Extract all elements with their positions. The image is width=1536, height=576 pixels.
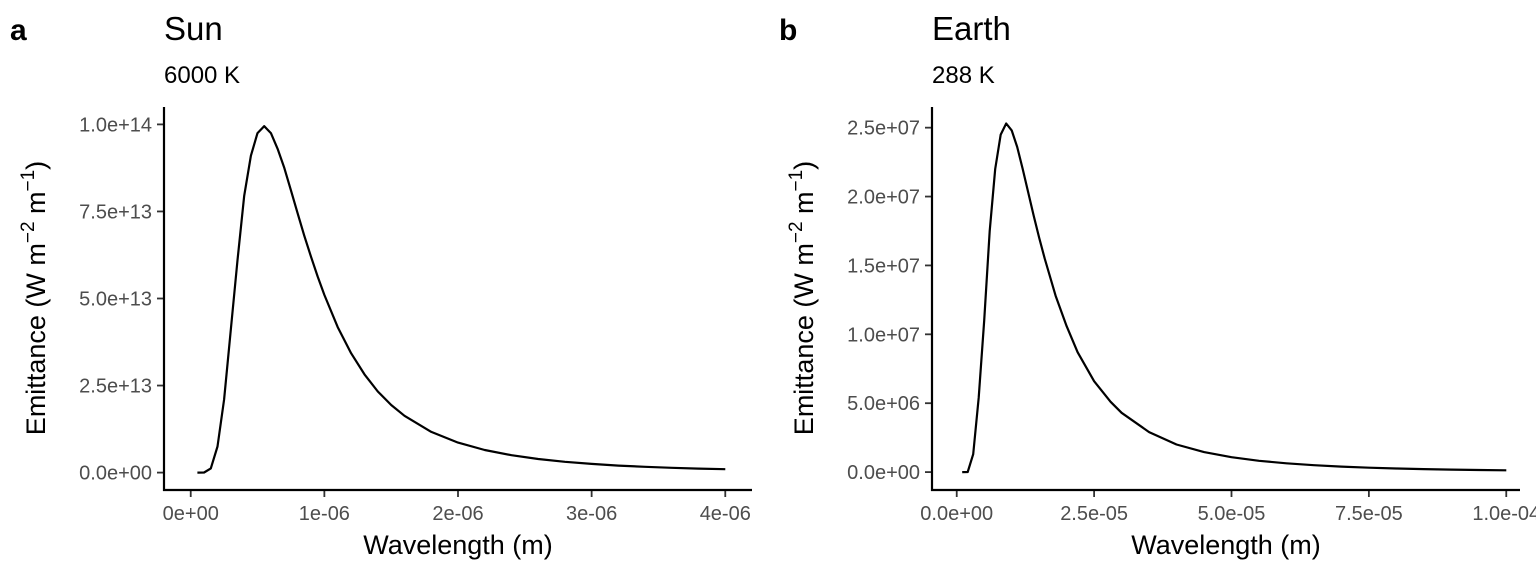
y-tick-label: 1.0e+14 xyxy=(79,114,152,136)
emittance-curve xyxy=(962,122,1507,474)
panel-b: b Earth 288 K 0.0e+00 2.5e-05 5.0e-05 7.5e-… xyxy=(779,10,1536,560)
y-axis-title-unit: m xyxy=(21,191,51,221)
y-axis-ticks: 0.0e+00 2.5e+13 5.0e+13 7.5e+13 1.0e+14 xyxy=(79,114,164,485)
x-axis-ticks: 0.0e+00 2.5e-05 5.0e-05 7.5e-05 1.0e-04 xyxy=(920,490,1536,525)
y-tick-label: 0.0e+00 xyxy=(847,462,920,484)
y-tick-label: 7.5e+13 xyxy=(79,201,152,223)
x-tick-label: 3e-06 xyxy=(566,503,617,525)
y-axis-title: Emittance (W m−2 m−1) xyxy=(18,161,51,435)
x-tick-label: 1e-06 xyxy=(299,503,350,525)
panel-subtitle: 6000 K xyxy=(164,62,240,89)
y-tick-label: 2.5e+13 xyxy=(79,376,152,398)
y-tick-label: 5.0e+13 xyxy=(79,289,152,311)
x-axis-title: Wavelength (m) xyxy=(363,530,553,560)
panel-tag: b xyxy=(779,14,797,47)
x-tick-label: 4e-06 xyxy=(700,503,751,525)
y-tick-label: 2.5e+07 xyxy=(847,118,920,140)
panel-subtitle: 288 K xyxy=(932,62,995,89)
panel-title: Earth xyxy=(932,10,1011,47)
x-tick-label: 7.5e-05 xyxy=(1335,503,1403,525)
y-axis-title: Emittance (W m−2 m−1) xyxy=(786,161,819,435)
y-tick-label: 5.0e+06 xyxy=(847,393,920,415)
x-tick-label: 5.0e-05 xyxy=(1198,503,1266,525)
y-axis-title-close: ) xyxy=(21,161,51,170)
x-tick-label: 2.5e-05 xyxy=(1060,503,1128,525)
panel-title: Sun xyxy=(164,10,223,47)
y-axis-title-close: ) xyxy=(789,161,819,170)
y-axis-title-main: Emittance (W m xyxy=(789,243,819,435)
y-axis-title-exp-1: −2 xyxy=(786,221,807,243)
x-axis-ticks: 0e+00 1e-06 2e-06 3e-06 4e-06 xyxy=(163,490,751,525)
y-axis-title-unit: m xyxy=(789,191,819,221)
y-axis-ticks: 0.0e+00 5.0e+06 1.0e+07 1.5e+07 2.0e+07 2.5e+… xyxy=(847,118,932,484)
panel-a: a Sun 6000 K 0e+00 1e-06 2e-06 3e-06 4e-06 0… xyxy=(10,10,752,560)
y-tick-label: 1.0e+07 xyxy=(847,324,920,346)
y-axis-title-main: Emittance (W m xyxy=(21,243,51,435)
y-tick-label: 2.0e+07 xyxy=(847,187,920,209)
y-tick-label: 0.0e+00 xyxy=(79,463,152,485)
x-tick-label: 0.0e+00 xyxy=(920,503,993,525)
y-axis-title-exp-2: −1 xyxy=(786,170,807,192)
y-tick-label: 1.5e+07 xyxy=(847,255,920,277)
x-tick-label: 0e+00 xyxy=(163,503,219,525)
y-axis-title-exp-1: −2 xyxy=(18,221,39,243)
emittance-curve xyxy=(197,125,726,474)
panel-tag: a xyxy=(10,14,27,47)
y-axis-title-exp-2: −1 xyxy=(18,170,39,192)
x-axis-title: Wavelength (m) xyxy=(1131,530,1321,560)
x-tick-label: 1.0e-04 xyxy=(1472,503,1536,525)
x-tick-label: 2e-06 xyxy=(432,503,483,525)
